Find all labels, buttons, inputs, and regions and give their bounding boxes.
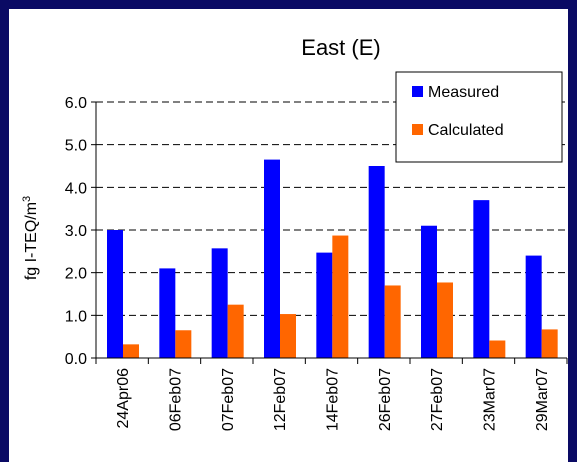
legend-box	[395, 71, 563, 163]
x-tick-label: 26Feb07	[377, 368, 394, 431]
bar-calculated	[332, 235, 349, 358]
x-tick-label: 29Mar07	[534, 368, 551, 431]
y-axis-label-superscript: 3	[21, 196, 33, 202]
y-tick-label: 5.0	[65, 138, 87, 155]
legend-label-calculated: Calculated	[428, 122, 504, 139]
y-tick-label: 6.0	[65, 95, 87, 112]
legend: Measured Calculated	[395, 71, 563, 163]
bar-calculated	[175, 330, 192, 358]
x-tick-label: 23Mar07	[482, 368, 499, 431]
x-tick-label: 14Feb07	[325, 368, 342, 431]
bar-calculated	[123, 344, 139, 358]
chart: East (E) 0.0 1.0 2.0 3.0 4.0 5.0 6.0 24Apr06 06…	[21, 35, 568, 431]
legend-label-measured: Measured	[428, 84, 499, 101]
y-axis-label: fg I-TEQ/m3	[21, 196, 40, 280]
bar-measured	[159, 268, 176, 358]
chart-frame: East (E) 0.0 1.0 2.0 3.0 4.0 5.0 6.0 24Apr06 06…	[9, 9, 568, 462]
bar-calculated	[280, 314, 296, 358]
y-tick-label: 4.0	[65, 180, 87, 197]
bar-measured	[368, 166, 385, 358]
y-axis-label-text: fg I-TEQ/m	[23, 202, 40, 280]
bar-calculated	[437, 282, 453, 358]
bar-measured	[211, 248, 228, 358]
bar-measured	[525, 255, 542, 358]
chart-title: East (E)	[301, 35, 380, 60]
bar-calculated	[227, 304, 244, 358]
y-tick-label: 3.0	[65, 223, 87, 240]
y-tick-label: 1.0	[65, 308, 87, 325]
x-tick-label: 24Apr06	[115, 368, 132, 429]
legend-swatch-calculated	[412, 124, 423, 135]
bar-measured	[421, 225, 437, 358]
bar-calculated	[489, 340, 506, 358]
y-tick-labels: 0.0 1.0 2.0 3.0 4.0 5.0 6.0	[65, 95, 87, 368]
y-tick-label: 0.0	[65, 351, 87, 368]
bar-measured	[264, 159, 280, 358]
bar-calculated	[541, 329, 558, 358]
y-tick-label: 2.0	[65, 266, 87, 283]
axes	[91, 101, 568, 364]
bar-measured	[473, 200, 490, 358]
bar-measured	[107, 230, 123, 358]
x-tick-label: 12Feb07	[272, 368, 289, 431]
bars	[107, 159, 558, 358]
legend-swatch-measured	[412, 86, 423, 97]
x-tick-label: 06Feb07	[168, 368, 185, 431]
x-tick-label: 27Feb07	[429, 368, 446, 431]
x-tick-label: 07Feb07	[220, 368, 237, 431]
bar-calculated	[384, 285, 401, 358]
bar-measured	[316, 252, 333, 358]
x-tick-labels: 24Apr06 06Feb07 07Feb07 12Feb07 14Feb07 26Feb…	[115, 368, 551, 431]
